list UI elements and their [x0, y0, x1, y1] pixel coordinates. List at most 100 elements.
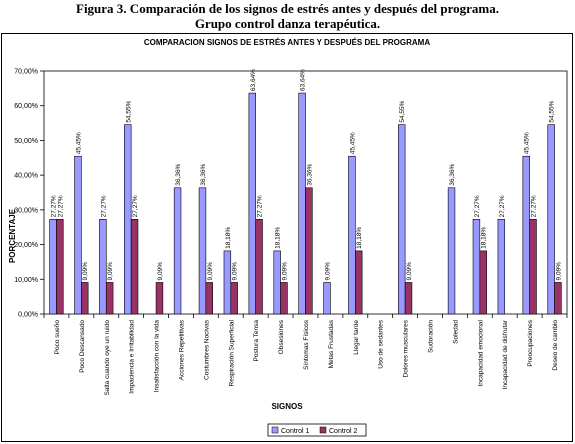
plot-area: 0,00% 10,00% 20,00% 30,00% 40,00% 50,00% 60,00…: [14, 69, 568, 396]
bar-control-1: [99, 219, 107, 315]
bar-control-1: [273, 250, 281, 315]
category-label: Deseo de cambio: [552, 320, 559, 371]
chart-frame: COMPARACION SIGNOS DE ESTRÉS ANTES Y DES…: [1, 33, 573, 442]
category-label: Incapacidad emocional: [477, 319, 484, 386]
category-label: Preocupaciones: [527, 319, 534, 366]
category-label: Uso de sedantes: [378, 319, 385, 369]
data-label: 27,27%: [100, 195, 107, 217]
data-label: 9,09%: [555, 262, 562, 281]
data-label: 9,09%: [107, 262, 114, 281]
category-label: Llegar tarde: [353, 320, 360, 355]
bar-control-2: [155, 282, 164, 315]
data-label: 45,45%: [524, 132, 531, 154]
bar-control-1: [248, 92, 256, 315]
data-label: 54,55%: [399, 100, 406, 122]
data-label: 9,09%: [157, 262, 164, 281]
bar-control-1: [447, 187, 456, 315]
bar-control-1: [472, 219, 481, 315]
bar-control-2: [554, 282, 562, 315]
category-label: Dolores musculares: [403, 319, 410, 377]
data-label: 27,27%: [132, 195, 139, 217]
bar-control-1: [497, 219, 506, 315]
bar-control-2: [479, 250, 487, 315]
data-label: 54,55%: [125, 100, 132, 122]
bar-control-1: [398, 124, 406, 315]
data-label: 36,36%: [175, 164, 182, 186]
data-label: 63,64%: [250, 69, 257, 91]
category-label: Postura Tensa: [253, 320, 260, 362]
bar-control-2: [105, 282, 114, 315]
data-label: 9,09%: [325, 262, 332, 281]
data-label: 18,18%: [225, 227, 232, 249]
bar-control-2: [355, 250, 363, 315]
x-axis-title: SIGNOS: [271, 402, 303, 411]
bar-control-2: [81, 282, 89, 315]
bar-control-2: [529, 219, 537, 315]
data-label: 36,36%: [306, 164, 313, 186]
bar-control-2: [280, 282, 288, 315]
bar-control-1: [124, 124, 132, 315]
data-label: 27,27%: [474, 195, 481, 217]
category-label: Costumbres Nocivas: [203, 319, 210, 380]
data-label: 45,45%: [75, 132, 82, 154]
data-label: 9,09%: [406, 262, 413, 281]
data-label: 9,09%: [281, 262, 288, 281]
y-tick-label: 40,00%: [14, 173, 38, 180]
bar-control-1: [348, 155, 356, 315]
category-label: Acciones Repetitivas: [178, 319, 185, 380]
y-tick-label: 0,00%: [18, 312, 38, 319]
bar-control-2: [305, 187, 313, 315]
data-label: 54,55%: [549, 100, 556, 122]
bar-control-2: [255, 219, 263, 315]
data-label: 36,36%: [200, 164, 207, 186]
data-label: 27,27%: [499, 195, 506, 217]
y-tick-label: 30,00%: [14, 207, 38, 214]
data-label: 18,18%: [275, 227, 282, 249]
bar-control-2: [56, 219, 64, 315]
data-label: 18,18%: [481, 227, 488, 249]
legend: Control 1 Control 2: [267, 423, 367, 437]
data-label: 45,45%: [349, 132, 356, 154]
data-label: 27,27%: [51, 195, 58, 217]
bar-control-1: [49, 219, 57, 315]
category-label: Incapacidad de disfrutar: [502, 319, 509, 389]
bar-control-1: [323, 282, 331, 315]
legend-label-control-1: Control 1: [281, 428, 310, 435]
data-label: 27,27%: [57, 195, 64, 217]
category-label: Poco Descansado: [79, 320, 86, 373]
category-label: Salta cuando oye un ruido: [104, 320, 111, 396]
bar-chart: COMPARACION SIGNOS DE ESTRÉS ANTES Y DES…: [8, 38, 568, 437]
category-label: Sudoración: [428, 320, 435, 353]
bar-control-2: [404, 282, 413, 315]
bar-control-1: [74, 155, 82, 315]
data-label: 9,09%: [82, 262, 89, 281]
y-tick-label: 60,00%: [14, 103, 38, 110]
data-label: 9,09%: [207, 262, 214, 281]
data-label: 36,36%: [449, 164, 456, 186]
bar-control-2: [130, 219, 139, 315]
chart-title: COMPARACION SIGNOS DE ESTRÉS ANTES Y DES…: [144, 38, 430, 47]
category-label: Obsesiones: [278, 319, 285, 354]
figure-subtitle: Grupo control danza terapéutica.: [194, 16, 381, 31]
data-label: 27,27%: [531, 195, 538, 217]
data-label: 27,27%: [257, 195, 264, 217]
category-label: Soledad: [452, 320, 459, 344]
category-label: Síntomas Físicos: [303, 319, 310, 370]
data-label: 63,64%: [300, 69, 307, 91]
data-label: 18,18%: [356, 227, 363, 249]
category-label: Respiración Superficial: [228, 319, 235, 386]
bar-control-1: [173, 187, 182, 315]
y-tick-label: 50,00%: [14, 138, 38, 145]
bar-control-1: [223, 250, 232, 315]
legend-swatch-control-2: [319, 426, 327, 434]
bar-control-2: [205, 282, 213, 315]
y-tick-label: 20,00%: [14, 242, 38, 249]
y-tick-label: 70,00%: [14, 69, 38, 76]
legend-label-control-2: Control 2: [329, 428, 358, 435]
legend-swatch-control-1: [271, 426, 279, 434]
data-label: 9,09%: [232, 262, 239, 281]
bar-control-1: [547, 124, 555, 315]
category-label: Metas Frustadas: [328, 319, 335, 368]
y-tick-label: 10,00%: [14, 277, 38, 284]
bar-control-1: [198, 187, 207, 315]
